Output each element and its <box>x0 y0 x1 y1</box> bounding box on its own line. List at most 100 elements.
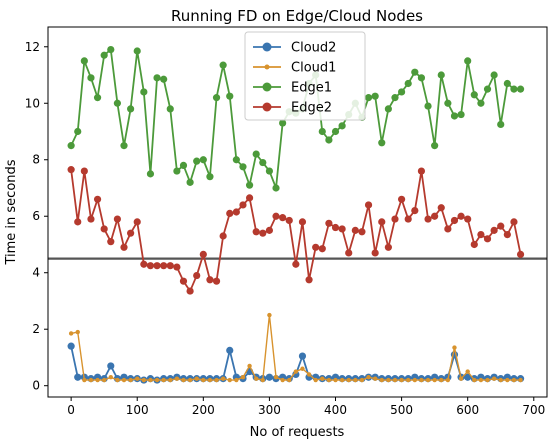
point-edge1 <box>93 94 102 102</box>
series-edge2 <box>67 166 525 295</box>
point-edge2 <box>305 276 313 284</box>
point-cloud1 <box>260 377 266 383</box>
point-edge2 <box>179 277 188 285</box>
point-edge2 <box>391 215 399 223</box>
point-edge1 <box>127 105 135 113</box>
point-edge1 <box>464 57 472 65</box>
point-edge1 <box>245 181 254 189</box>
point-cloud1 <box>68 331 74 336</box>
y-tick-label: 2 <box>32 322 40 336</box>
point-cloud1 <box>280 377 285 383</box>
point-edge2 <box>160 262 168 270</box>
point-cloud1 <box>75 329 80 335</box>
point-cloud1 <box>121 377 127 383</box>
point-edge1 <box>100 51 108 59</box>
point-edge2 <box>384 243 392 251</box>
point-edge1 <box>450 112 459 120</box>
point-cloud1 <box>201 377 206 383</box>
point-cloud1 <box>253 376 259 381</box>
point-cloud2 <box>464 373 472 381</box>
point-edge1 <box>338 122 346 130</box>
point-edge1 <box>424 102 432 110</box>
point-edge1 <box>397 88 406 96</box>
point-edge1 <box>364 94 373 102</box>
point-cloud1 <box>505 377 510 383</box>
point-edge2 <box>431 212 439 220</box>
point-edge2 <box>292 260 300 268</box>
point-edge2 <box>120 243 128 251</box>
point-edge2 <box>272 212 280 220</box>
point-edge2 <box>404 215 412 223</box>
point-edge2 <box>245 194 254 202</box>
point-edge2 <box>193 271 201 280</box>
point-edge2 <box>364 201 373 209</box>
point-edge1 <box>318 127 326 136</box>
point-edge1 <box>67 142 75 150</box>
point-edge2 <box>232 208 240 216</box>
point-edge1 <box>252 150 260 158</box>
point-cloud2 <box>74 373 82 381</box>
point-edge2 <box>127 229 135 237</box>
legend-box <box>244 31 366 121</box>
point-edge2 <box>80 167 88 175</box>
point-cloud1 <box>101 377 107 383</box>
point-cloud1 <box>108 375 113 380</box>
point-edge2 <box>411 206 419 215</box>
point-edge1 <box>133 47 141 55</box>
point-edge2 <box>285 216 293 225</box>
point-cloud1 <box>399 377 404 383</box>
point-edge2 <box>417 167 426 175</box>
point-edge1 <box>497 120 505 129</box>
point-cloud1 <box>240 375 246 380</box>
point-cloud1 <box>320 376 325 381</box>
point-edge2 <box>219 232 227 240</box>
point-cloud1 <box>412 377 418 383</box>
point-edge2 <box>140 260 148 268</box>
point-cloud1 <box>326 377 332 383</box>
point-cloud1 <box>485 377 490 383</box>
point-cloud1 <box>135 376 140 381</box>
point-cloud1 <box>82 377 87 383</box>
x-tick-label: 200 <box>192 403 215 417</box>
point-cloud1 <box>472 377 477 383</box>
point-edge2 <box>239 201 247 209</box>
legend-marker-edge2 <box>262 102 272 112</box>
point-cloud1 <box>478 377 484 383</box>
point-edge1 <box>146 170 155 178</box>
point-cloud1 <box>406 377 411 383</box>
point-cloud1 <box>359 377 365 383</box>
point-edge1 <box>239 163 247 171</box>
point-cloud1 <box>181 377 186 383</box>
point-edge1 <box>193 157 201 165</box>
point-edge1 <box>404 79 412 88</box>
point-edge1 <box>120 142 128 150</box>
point-edge2 <box>444 225 452 233</box>
axis-layer: 0 100 200 300 400 500 600 700 0 2 4 6 8 10 12 <box>25 40 546 417</box>
point-edge2 <box>206 276 214 284</box>
point-edge2 <box>199 250 207 258</box>
point-edge1 <box>259 158 267 167</box>
x-tick-label: 400 <box>324 403 347 417</box>
point-cloud1 <box>128 377 133 383</box>
point-cloud1 <box>386 377 391 383</box>
point-edge2 <box>173 263 181 271</box>
point-cloud1 <box>425 377 431 383</box>
point-edge2 <box>503 230 511 239</box>
x-tick-label: 600 <box>456 403 479 417</box>
point-cloud1 <box>214 377 219 383</box>
point-cloud1 <box>445 377 451 383</box>
x-tick-label: 100 <box>126 403 149 417</box>
point-edge2 <box>338 225 346 233</box>
point-edge1 <box>384 105 392 113</box>
point-cloud1 <box>287 377 292 383</box>
point-cloud1 <box>187 377 193 383</box>
point-cloud1 <box>491 376 497 381</box>
point-cloud1 <box>293 369 299 374</box>
point-edge2 <box>371 249 379 257</box>
point-edge2 <box>252 228 260 236</box>
point-edge2 <box>100 225 108 233</box>
point-edge2 <box>516 250 525 258</box>
point-edge2 <box>186 287 194 295</box>
point-edge2 <box>133 218 141 226</box>
point-edge1 <box>503 79 511 88</box>
